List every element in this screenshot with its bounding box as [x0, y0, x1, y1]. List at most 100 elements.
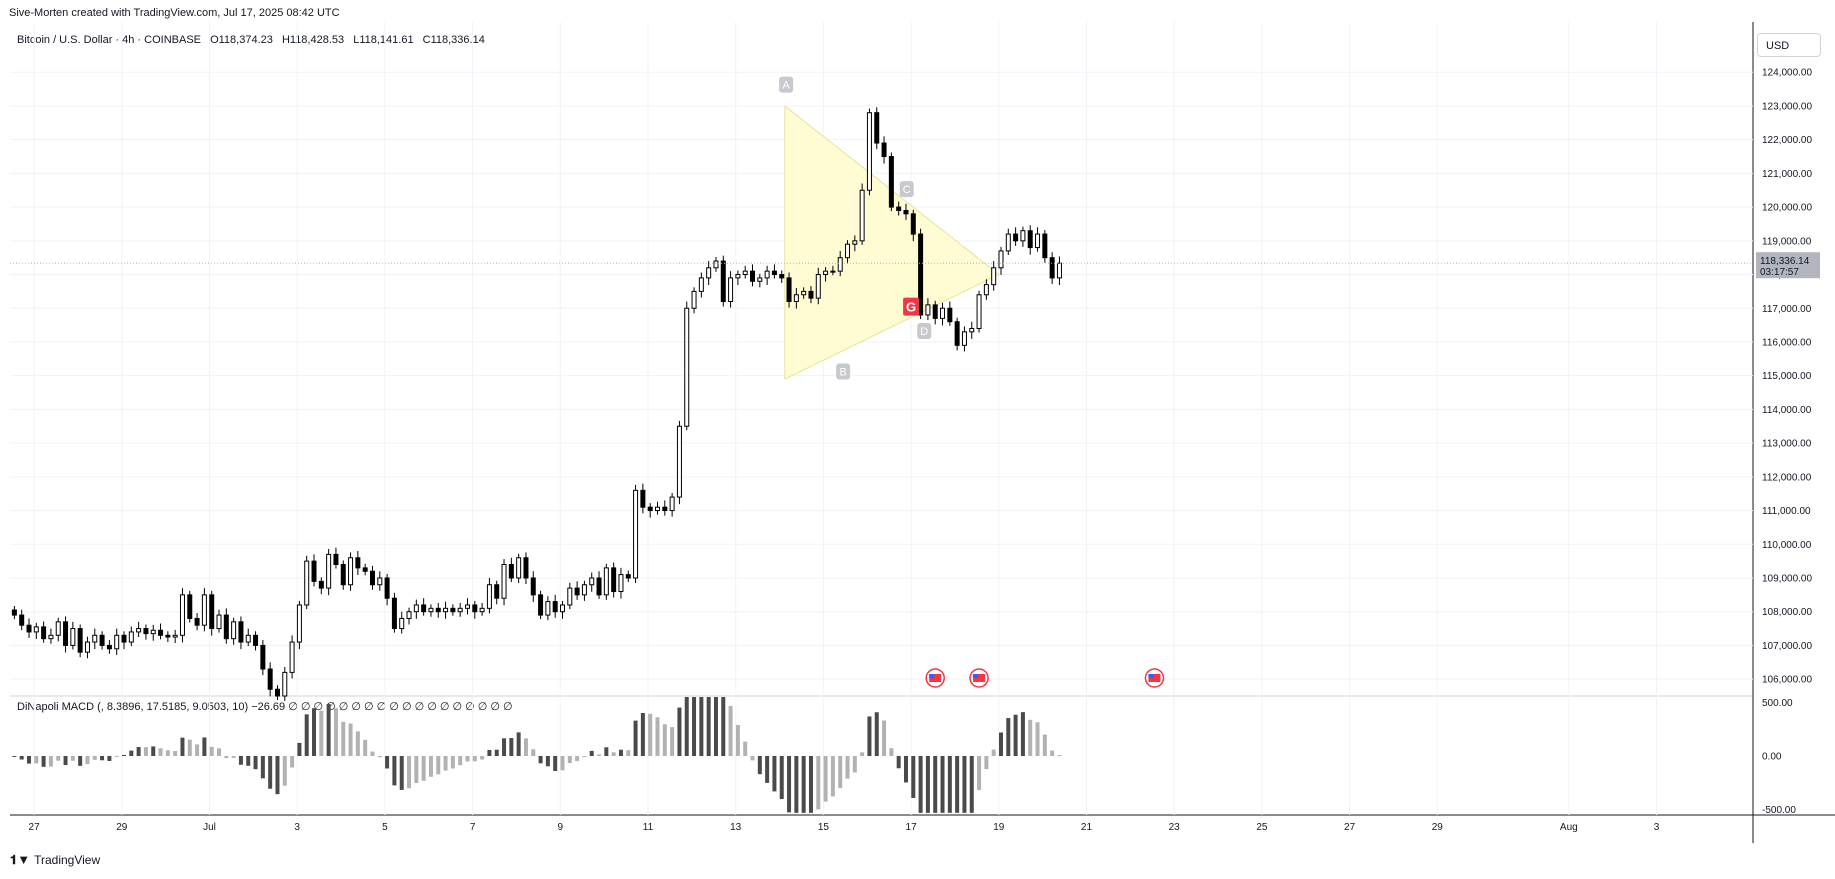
macd-bar [502, 738, 507, 756]
candle-body [940, 307, 946, 319]
candle-body [815, 274, 821, 299]
macd-bar [779, 756, 784, 800]
macd-tick-label: 500.00 [1762, 698, 1793, 709]
macd-bar [830, 756, 835, 797]
candle-body [421, 604, 427, 613]
close-label: C [422, 34, 431, 46]
tradingview-brand[interactable]: 𝟏▼ TradingView [10, 852, 100, 868]
candle-body [698, 277, 704, 292]
macd-bar [494, 749, 499, 756]
candle-body [676, 425, 682, 498]
time-tick-label: 29 [116, 822, 128, 833]
macd-bar [640, 713, 645, 756]
time-tick-label: 23 [1169, 822, 1181, 833]
candle-body [764, 270, 770, 279]
macd-bar [100, 756, 105, 761]
candle-body [486, 584, 492, 609]
macd-bar [575, 756, 580, 761]
candle-body [633, 489, 639, 579]
macd-bar [363, 739, 368, 756]
price-tick-label: 122,000.00 [1762, 135, 1812, 146]
last-price-box [1756, 252, 1820, 279]
macd-bar [597, 754, 602, 756]
candle-body [581, 584, 587, 596]
candle-body [874, 112, 880, 144]
macd-bar [838, 756, 843, 789]
candle-body [296, 604, 302, 643]
macd-bar [553, 756, 558, 771]
macd-bar [282, 756, 287, 786]
close-value: 118,336.14 [430, 34, 485, 46]
candle-body [640, 489, 646, 508]
pattern-label-c: C [903, 184, 911, 196]
candle-body [253, 634, 259, 646]
candle-body [304, 560, 310, 606]
macd-bar [268, 756, 273, 789]
macd-bar [903, 756, 908, 783]
macd-bar [509, 738, 514, 756]
macd-bar [70, 756, 75, 761]
macd-bar [538, 756, 543, 764]
open-label: O [210, 34, 219, 46]
candle-body [735, 274, 741, 279]
price-tick-label: 112,000.00 [1762, 472, 1812, 483]
candle-body [143, 628, 149, 635]
candle-body [333, 553, 339, 566]
candle-body [852, 240, 858, 245]
macd-bar [333, 708, 338, 756]
macd-bar [407, 756, 412, 789]
macd-bar [765, 756, 770, 783]
time-tick-label: 9 [558, 822, 564, 833]
macd-bar [348, 723, 353, 756]
macd-bar [85, 756, 90, 765]
candle-body [443, 607, 449, 613]
macd-bar [867, 716, 872, 756]
candle-body [172, 634, 178, 638]
macd-bar [428, 756, 433, 777]
candle-body [976, 294, 982, 329]
symbol-name[interactable]: Bitcoin / U.S. Dollar · 4h · COINBASE [17, 34, 201, 46]
macd-bar [531, 749, 536, 756]
candle-body [742, 270, 748, 276]
macd-bar [304, 714, 309, 756]
macd-bar [1020, 712, 1025, 756]
price-tick-label: 117,000.00 [1762, 304, 1812, 315]
candle-body [187, 594, 193, 619]
us-flag-canton-icon [929, 674, 935, 678]
currency-selector[interactable]: USD [1757, 33, 1821, 57]
candle-body [918, 233, 924, 316]
candle-body [574, 587, 580, 596]
pattern-label-a-box [779, 76, 794, 93]
candle-body [720, 260, 726, 303]
macd-bar [692, 697, 697, 756]
candle-body [706, 267, 712, 279]
macd-bar [275, 756, 280, 795]
candle-body [70, 628, 76, 646]
macd-bar [399, 756, 404, 790]
candle-body [464, 604, 470, 609]
macd-bar [297, 742, 302, 756]
open-value: 118,374.23 [218, 34, 273, 46]
candle-body [11, 609, 17, 616]
macd-bar [604, 747, 609, 756]
macd-bar [801, 756, 806, 813]
time-tick-label: 27 [1344, 822, 1356, 833]
time-tick-label: 17 [906, 822, 918, 833]
price-tick-label: 123,000.00 [1762, 101, 1812, 112]
macd-bar [933, 756, 938, 813]
candle-body [362, 567, 368, 572]
pattern-label-a: A [782, 80, 790, 92]
candle-body [801, 290, 807, 296]
macd-bar [129, 750, 134, 756]
pattern-label-d: D [920, 326, 928, 338]
candle-body [355, 557, 361, 569]
candle-body [888, 156, 894, 208]
macd-bar [487, 749, 492, 756]
time-tick-label: 13 [730, 822, 742, 833]
candle-body [559, 604, 565, 613]
candle-body [596, 577, 602, 596]
candle-body [662, 506, 668, 512]
time-tick-label: 15 [818, 822, 830, 833]
candle-body [779, 274, 785, 279]
